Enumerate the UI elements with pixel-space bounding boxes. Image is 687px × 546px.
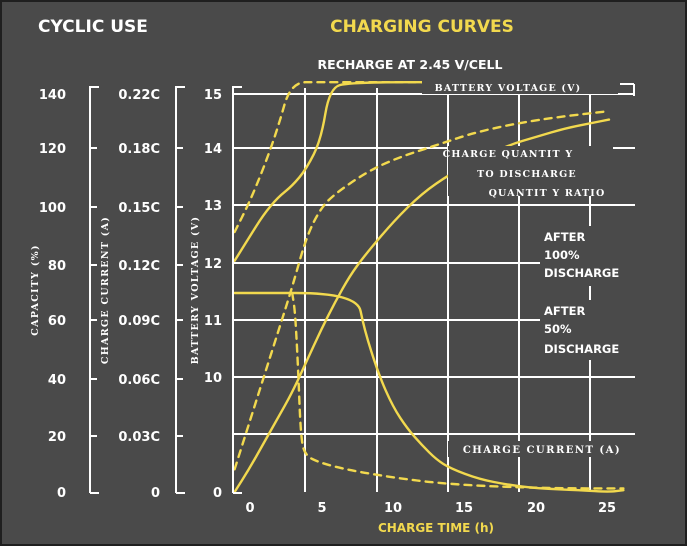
voltage-label-mask	[422, 80, 618, 94]
y-tick-label-0-1: 20	[48, 430, 66, 445]
y-axis-title-1: CHARGE CURRENT (A)	[100, 216, 111, 364]
after-100-label-mask	[540, 226, 635, 286]
series-charge-current-after-50	[291, 291, 625, 490]
series-battery-voltage-after-50	[233, 80, 611, 234]
chart-title: CHARGING CURVES	[330, 17, 514, 37]
y-tick-label-1-3: 0.09C	[118, 314, 160, 329]
charge-quantity-annotation-line3: QUANTIT Y RATIO	[489, 188, 606, 199]
current-label-mask	[448, 441, 636, 457]
y-tick-label-2-6: 15	[204, 88, 222, 103]
series-charge-quantity-to-discharge-quantity-ratio-after-50	[233, 109, 611, 471]
y-tick-label-2-1: 10	[204, 371, 222, 386]
y-tick-label-0-6: 120	[39, 142, 66, 157]
quantity-label-mask	[448, 146, 613, 196]
y-tick-label-1-0: 0	[151, 486, 160, 501]
after-50-annotation-line3: DISCHARGE	[544, 342, 619, 356]
x-axis-ticks: 0 5 10 15 20 25	[245, 501, 616, 516]
x-axis-title: CHARGE TIME (h)	[378, 521, 494, 535]
y-tick-label-1-5: 0.15C	[118, 201, 160, 216]
annotations: BATTERY VOLTAGE (V) CHARGE QUANTIT Y TO …	[422, 80, 636, 457]
after-100-annotation-line2: 100%	[544, 248, 580, 262]
y-axis-title-2: BATTERY VOLTAGE (V)	[190, 216, 201, 365]
left-title: CYCLIC USE	[38, 17, 148, 37]
y-tick-label-1-6: 0.18C	[118, 142, 160, 157]
charge-quantity-annotation-line2: TO DISCHARGE	[477, 169, 577, 180]
curves-layer	[233, 80, 625, 494]
after-100-annotation-line3: DISCHARGE	[544, 266, 619, 280]
y-tick-label-0-2: 40	[48, 373, 66, 388]
after-50-label-mask	[540, 300, 635, 360]
chart-subtitle: RECHARGE AT 2.45 V/CELL	[318, 57, 503, 72]
y-tick-label-1-7: 0.22C	[118, 88, 160, 103]
x-tick-label-4: 20	[527, 501, 545, 516]
y-tick-label-2-5: 14	[204, 142, 222, 157]
after-50-annotation-line2: 50%	[544, 322, 572, 336]
y-tick-label-0-7: 140	[39, 88, 66, 103]
y-tick-label-0-0: 0	[57, 486, 66, 501]
y-tick-label-0-4: 80	[48, 259, 66, 274]
y-tick-label-2-2: 11	[204, 314, 222, 329]
series-charge-quantity-to-discharge-quantity-ratio-after-100	[233, 118, 611, 494]
charge-current-annotation: CHARGE CURRENT (A)	[463, 445, 621, 456]
y-tick-label-1-1: 0.03C	[118, 430, 160, 445]
y-axis-title-0: CAPACITY (%)	[30, 244, 41, 336]
after-100-annotation-line1: AFTER	[544, 230, 585, 244]
y-tick-label-1-2: 0.06C	[118, 373, 160, 388]
charge-quantity-annotation-line1: CHARGE QUANTIT Y	[443, 149, 574, 160]
y-tick-label-2-0: 0	[213, 486, 222, 501]
y-tick-label-0-3: 60	[48, 314, 66, 329]
x-tick-label-5: 25	[598, 501, 616, 516]
x-tick-label-3: 15	[455, 501, 473, 516]
y-tick-label-2-3: 12	[204, 257, 222, 272]
after-50-annotation-line1: AFTER	[544, 304, 585, 318]
y-tick-label-1-4: 0.12C	[118, 259, 160, 274]
y-tick-label-2-4: 13	[204, 199, 222, 214]
x-tick-label-2: 10	[384, 501, 402, 516]
x-tick-label-1: 5	[317, 501, 326, 516]
x-tick-label-0: 0	[245, 501, 254, 516]
battery-voltage-annotation: BATTERY VOLTAGE (V)	[435, 83, 582, 94]
y-tick-label-0-5: 100	[39, 201, 66, 216]
